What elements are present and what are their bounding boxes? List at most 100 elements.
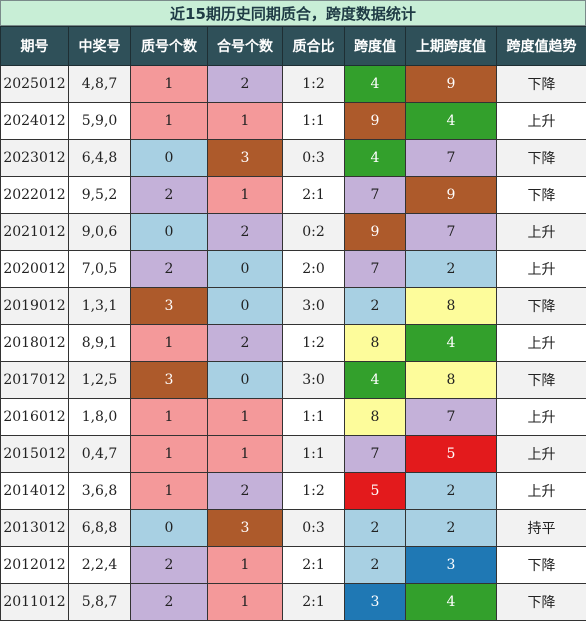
period-cell: 2014012 <box>1 473 69 510</box>
span-trend-cell: 下降 <box>497 140 586 177</box>
period-cell: 2024012 <box>1 103 69 140</box>
composite-count-cell: 1 <box>208 436 283 473</box>
span-trend-cell: 下降 <box>497 584 586 621</box>
winning-numbers-cell: 1,3,1 <box>69 288 131 325</box>
prev-span-cell: 7 <box>406 399 497 436</box>
header-numbers: 中奖号 <box>69 27 131 66</box>
prime-composite-ratio-cell: 1:1 <box>283 103 345 140</box>
header-span-trend: 跨度值趋势 <box>497 27 586 66</box>
span-cell: 3 <box>345 584 406 621</box>
header-period: 期号 <box>1 27 69 66</box>
prime-composite-ratio-cell: 1:1 <box>283 399 345 436</box>
composite-count-cell: 1 <box>208 584 283 621</box>
period-cell: 2012012 <box>1 547 69 584</box>
period-cell: 2023012 <box>1 140 69 177</box>
span-trend-cell: 下降 <box>497 66 586 103</box>
composite-count-cell: 0 <box>208 251 283 288</box>
span-cell: 7 <box>345 177 406 214</box>
prime-composite-ratio-cell: 2:1 <box>283 584 345 621</box>
header-span: 跨度值 <box>345 27 406 66</box>
header-row: 期号 中奖号 质号个数 合号个数 质合比 跨度值 上期跨度值 跨度值趋势 <box>1 27 586 66</box>
span-trend-cell: 上升 <box>497 473 586 510</box>
period-cell: 2025012 <box>1 66 69 103</box>
span-trend-cell: 上升 <box>497 251 586 288</box>
prime-composite-ratio-cell: 1:2 <box>283 325 345 362</box>
span-cell: 8 <box>345 325 406 362</box>
composite-count-cell: 2 <box>208 473 283 510</box>
prime-composite-ratio-cell: 2:0 <box>283 251 345 288</box>
winning-numbers-cell: 5,9,0 <box>69 103 131 140</box>
prime-composite-ratio-cell: 3:0 <box>283 288 345 325</box>
prev-span-cell: 9 <box>406 177 497 214</box>
period-cell: 2021012 <box>1 214 69 251</box>
prime-composite-ratio-cell: 2:1 <box>283 177 345 214</box>
prime-composite-ratio-cell: 1:2 <box>283 473 345 510</box>
prime-composite-ratio-cell: 2:1 <box>283 547 345 584</box>
prime-composite-ratio-cell: 1:1 <box>283 436 345 473</box>
span-trend-cell: 下降 <box>497 547 586 584</box>
prime-count-cell: 0 <box>131 510 208 547</box>
prime-count-cell: 3 <box>131 362 208 399</box>
span-cell: 9 <box>345 103 406 140</box>
period-cell: 2013012 <box>1 510 69 547</box>
span-cell: 5 <box>345 473 406 510</box>
prime-composite-ratio-cell: 1:2 <box>283 66 345 103</box>
winning-numbers-cell: 1,8,0 <box>69 399 131 436</box>
winning-numbers-cell: 8,9,1 <box>69 325 131 362</box>
prime-count-cell: 0 <box>131 214 208 251</box>
span-cell: 2 <box>345 288 406 325</box>
prev-span-cell: 7 <box>406 214 497 251</box>
span-trend-cell: 上升 <box>497 436 586 473</box>
prev-span-cell: 8 <box>406 362 497 399</box>
header-prime-count: 质号个数 <box>131 27 208 66</box>
period-cell: 2019012 <box>1 288 69 325</box>
winning-numbers-cell: 1,2,5 <box>69 362 131 399</box>
prime-composite-ratio-cell: 0:2 <box>283 214 345 251</box>
winning-numbers-cell: 6,4,8 <box>69 140 131 177</box>
span-cell: 4 <box>345 362 406 399</box>
winning-numbers-cell: 0,4,7 <box>69 436 131 473</box>
prime-count-cell: 0 <box>131 140 208 177</box>
span-trend-cell: 下降 <box>497 362 586 399</box>
composite-count-cell: 3 <box>208 510 283 547</box>
winning-numbers-cell: 6,8,8 <box>69 510 131 547</box>
composite-count-cell: 1 <box>208 547 283 584</box>
span-trend-cell: 上升 <box>497 103 586 140</box>
span-cell: 7 <box>345 251 406 288</box>
prev-span-cell: 5 <box>406 436 497 473</box>
composite-count-cell: 0 <box>208 288 283 325</box>
prev-span-cell: 4 <box>406 103 497 140</box>
prime-composite-ratio-cell: 0:3 <box>283 510 345 547</box>
prev-span-cell: 2 <box>406 473 497 510</box>
span-trend-cell: 下降 <box>497 177 586 214</box>
composite-count-cell: 1 <box>208 177 283 214</box>
prime-composite-ratio-cell: 3:0 <box>283 362 345 399</box>
span-cell: 2 <box>345 547 406 584</box>
header-prev-span: 上期跨度值 <box>406 27 497 66</box>
winning-numbers-cell: 9,0,6 <box>69 214 131 251</box>
prev-span-cell: 7 <box>406 140 497 177</box>
period-cell: 2011012 <box>1 584 69 621</box>
table-title: 近15期历史同期质合，跨度数据统计 <box>0 0 586 26</box>
prev-span-cell: 2 <box>406 251 497 288</box>
prime-count-cell: 1 <box>131 399 208 436</box>
span-trend-cell: 上升 <box>497 325 586 362</box>
period-cell: 2020012 <box>1 251 69 288</box>
prime-count-cell: 2 <box>131 251 208 288</box>
period-cell: 2016012 <box>1 399 69 436</box>
prev-span-cell: 4 <box>406 584 497 621</box>
stats-table: 期号 中奖号 质号个数 合号个数 质合比 跨度值 上期跨度值 跨度值趋势 202… <box>0 26 586 621</box>
span-trend-cell: 上升 <box>497 399 586 436</box>
prime-count-cell: 2 <box>131 584 208 621</box>
